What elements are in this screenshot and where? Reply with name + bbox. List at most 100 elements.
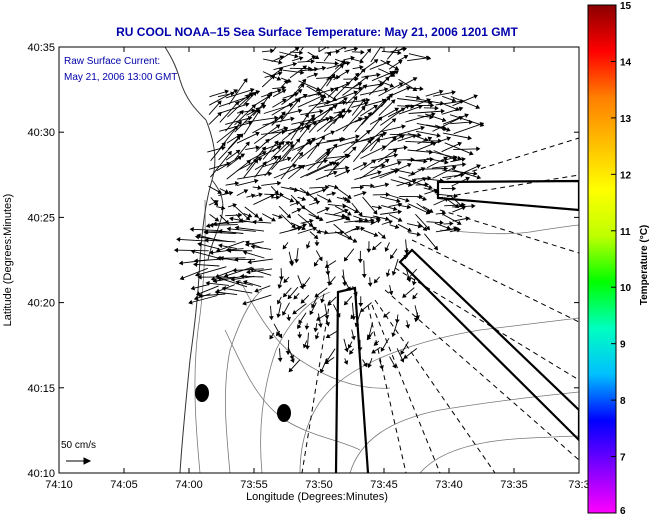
vector-head (203, 229, 208, 235)
vector-head (347, 108, 353, 114)
transect-line (437, 137, 579, 183)
vector-head (354, 322, 360, 328)
current-vector (369, 107, 400, 125)
current-vector (443, 214, 462, 225)
current-vector (373, 340, 380, 346)
vector-head (250, 244, 255, 250)
current-vector (282, 287, 292, 298)
vector-head (302, 282, 307, 288)
current-vector (407, 149, 434, 155)
current-vector (306, 97, 325, 116)
vector-shaft (379, 125, 406, 133)
vector-head (258, 192, 263, 198)
current-vector (285, 339, 291, 356)
vector-head (209, 222, 214, 228)
vector-head (318, 256, 323, 262)
vector-head (313, 261, 319, 267)
vector-shaft (333, 146, 357, 170)
vector-head (385, 216, 390, 222)
vector-head (324, 315, 330, 320)
vector-head (286, 78, 292, 83)
vector-shaft (225, 88, 254, 99)
vector-head (318, 216, 324, 222)
transect-line (411, 239, 579, 323)
current-vector (194, 266, 227, 277)
current-vector (398, 47, 406, 51)
current-vector (225, 110, 244, 132)
current-vector (282, 69, 305, 75)
current-vector (246, 151, 267, 163)
current-vector (242, 294, 272, 306)
vector-shaft (334, 231, 357, 243)
vector-head (226, 226, 231, 232)
vector-head (316, 229, 322, 234)
vector-head (344, 347, 349, 353)
vector-head (279, 115, 285, 120)
vector-head (305, 125, 310, 131)
vector-shaft (218, 103, 249, 114)
current-vector (347, 341, 353, 349)
vector-head (220, 205, 226, 211)
vector-shaft (417, 98, 444, 105)
vector-shaft (299, 187, 318, 201)
vector-head (325, 207, 330, 212)
vector-head (370, 183, 375, 189)
vector-head (431, 141, 437, 147)
current-vector (188, 295, 218, 305)
bathymetry-contours (194, 199, 579, 473)
vector-head (357, 259, 363, 264)
current-vector (426, 220, 444, 226)
vector-shaft (217, 277, 248, 288)
current-vector (328, 276, 336, 286)
vector-shaft (432, 91, 456, 97)
vector-head (235, 149, 241, 155)
current-vector (299, 114, 316, 133)
vector-head (302, 223, 308, 228)
current-vector (242, 250, 265, 259)
vector-head (341, 214, 346, 219)
current-vector (253, 124, 281, 144)
survey-box-diagonal (398, 248, 579, 442)
vector-head (334, 60, 339, 66)
vector-head (343, 97, 348, 102)
vector-shaft (442, 114, 469, 125)
current-vector (354, 170, 382, 181)
current-vector (250, 244, 272, 250)
vector-head (238, 133, 244, 138)
vector-head (340, 60, 346, 65)
vector-head (274, 115, 279, 121)
current-vector (318, 47, 330, 53)
current-vector (391, 320, 399, 338)
vector-head (381, 234, 386, 239)
vector-head (312, 121, 317, 126)
vector-shaft (441, 142, 462, 153)
vector-head (253, 158, 259, 164)
vector-shaft (342, 75, 369, 96)
vector-head (426, 55, 431, 61)
vector-head (440, 108, 445, 114)
vector-head (197, 242, 202, 247)
station-marker (195, 384, 209, 402)
current-vector (379, 209, 403, 215)
current-vector (352, 286, 358, 297)
current-vector (366, 332, 374, 341)
station-marker (277, 404, 291, 422)
vector-head (388, 93, 393, 98)
current-vector (309, 184, 330, 190)
vector-head (205, 223, 211, 228)
current-vector (307, 187, 327, 197)
vector-shaft (390, 179, 412, 186)
vector-head (262, 161, 267, 166)
vector-head (214, 199, 219, 205)
vector-head (391, 118, 397, 123)
vector-head (325, 148, 331, 154)
current-vector (367, 357, 373, 369)
vector-shaft (380, 161, 402, 169)
vector-head (373, 209, 378, 215)
current-vector (354, 311, 361, 328)
vector-shaft (435, 100, 464, 106)
x-tick-label: 73:40 (435, 479, 463, 491)
vector-shaft (213, 221, 247, 225)
vector-head (328, 280, 333, 286)
vector-shaft (453, 122, 484, 135)
